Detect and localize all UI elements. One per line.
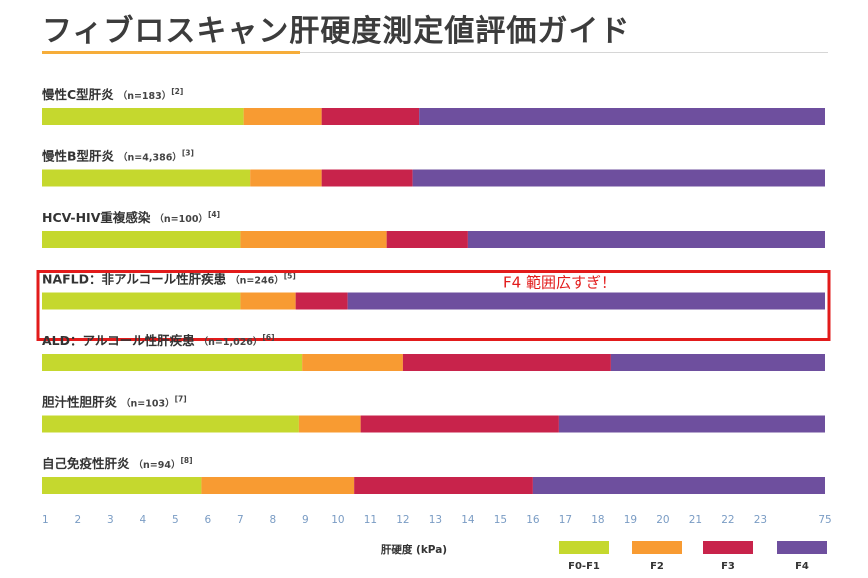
legend-swatch-f0-f1: [559, 541, 609, 554]
axis-tick-label: 15: [494, 514, 507, 526]
bar-segment-f3: [360, 415, 559, 433]
row-label-name: 胆汁性胆肝炎: [42, 395, 118, 410]
page-title: フィブロスキャン肝硬度測定値評価ガイド: [42, 14, 631, 49]
bar-segment-f2: [201, 477, 355, 494]
row-label: HCV-HIV重複感染 （n=100）[4]: [42, 210, 220, 225]
legend-label: F3: [721, 561, 735, 572]
bar-segment-f3: [402, 354, 611, 371]
row-reference: [6]: [262, 333, 274, 342]
bar-segment-f2: [240, 231, 387, 248]
bar-segment-f0-f1: [42, 415, 299, 433]
bar-segment-f2: [302, 354, 403, 371]
row-reference: [8]: [180, 456, 192, 465]
legend-swatch-f4: [777, 541, 827, 554]
bar-segment-f3: [386, 231, 468, 248]
legend-label: F4: [795, 561, 809, 572]
axis-tick-label: 14: [461, 514, 475, 526]
axis-tick-label: 1: [42, 514, 49, 526]
row-label: NAFLD：非アルコール性肝疾患 （n=246）[5]: [42, 272, 296, 287]
bar-segment-f2: [240, 292, 296, 310]
legend-label: F0-F1: [568, 561, 600, 572]
bar-segment-f0-f1: [42, 354, 303, 371]
axis-tick-label: 6: [205, 514, 212, 526]
axis-tick-label: 5: [172, 514, 179, 526]
bar-segment-f4: [419, 108, 825, 125]
row-reference: [3]: [182, 149, 194, 158]
legend-swatch-f3: [703, 541, 753, 554]
axis-tick-label: 4: [140, 514, 147, 526]
row-label-name: NAFLD：非アルコール性肝疾患: [42, 272, 227, 287]
axis-tick-label: 3: [107, 514, 114, 526]
callout-text: F4 範囲広すぎ！: [503, 274, 616, 292]
bar-segment-f0-f1: [42, 108, 244, 125]
axis-tick-label: 22: [721, 514, 734, 526]
row-sample-size: （n=100）: [154, 213, 208, 225]
axis-tick-label: 2: [75, 514, 82, 526]
axis-tick-label: 12: [396, 514, 409, 526]
row-label: 自己免疫性肝炎 （n=94）[8]: [42, 456, 193, 471]
row-reference: [4]: [208, 210, 220, 219]
bar-segment-f4: [467, 231, 825, 248]
row-label-name: 慢性B型肝炎: [42, 149, 115, 164]
bar-segment-f0-f1: [42, 169, 251, 187]
axis-tick-label: 16: [526, 514, 540, 526]
bar-segment-f4: [412, 169, 825, 187]
row-sample-size: （n=1,026）: [199, 336, 263, 348]
bar-segment-f2: [243, 108, 322, 125]
bar-segment-f0-f1: [42, 292, 241, 310]
row-sample-size: （n=246）: [230, 275, 284, 287]
axis-tick-label: 9: [302, 514, 309, 526]
row-sample-size: （n=183）: [118, 90, 172, 102]
row-sample-size: （n=103）: [121, 398, 175, 410]
axis-tick-label: 7: [237, 514, 244, 526]
bar-segment-f2: [250, 169, 322, 187]
row-sample-size: （n=4,386）: [118, 152, 182, 164]
axis-tick-label: 75: [818, 514, 831, 526]
title-accent-bar: [42, 51, 300, 54]
row-label: 慢性C型肝炎 （n=183）[2]: [42, 87, 183, 102]
axis-tick-label: 18: [591, 514, 604, 526]
axis-tick-label: 11: [364, 514, 377, 526]
bar-segment-f4: [347, 292, 825, 310]
row-reference: [5]: [284, 272, 296, 281]
row-label-name: ALD：アルコール性肝疾患: [42, 333, 195, 348]
row-label-name: 自己免疫性肝炎: [42, 456, 130, 471]
row-label-name: HCV-HIV重複感染: [42, 210, 151, 225]
title-underline: [42, 52, 828, 53]
bar-segment-f3: [354, 477, 533, 494]
row-label-name: 慢性C型肝炎: [42, 87, 114, 102]
axis-tick-label: 20: [656, 514, 669, 526]
bar-segment-f3: [321, 169, 413, 187]
bar-segment-f4: [532, 477, 825, 494]
row-label: ALD：アルコール性肝疾患 （n=1,026）[6]: [42, 333, 275, 348]
bar-segment-f0-f1: [42, 477, 202, 494]
axis-tick-label: 19: [624, 514, 637, 526]
axis-tick-label: 8: [270, 514, 277, 526]
axis-tick-label: 17: [559, 514, 572, 526]
bar-segment-f3: [295, 292, 348, 310]
bar-segment-f3: [321, 108, 420, 125]
row-reference: [7]: [175, 395, 187, 404]
bar-segment-f2: [298, 415, 361, 433]
axis-tick-label: 21: [689, 514, 702, 526]
highlight-box: [36, 270, 831, 341]
bar-segment-f0-f1: [42, 231, 241, 248]
legend-swatch-f2: [632, 541, 682, 554]
axis-tick-label: 10: [331, 514, 344, 526]
axis-tick-label: 13: [429, 514, 442, 526]
axis-tick-label: 23: [754, 514, 767, 526]
bar-segment-f4: [558, 415, 825, 433]
bar-segment-f4: [610, 354, 825, 371]
legend-label: F2: [650, 561, 664, 572]
row-label: 胆汁性胆肝炎 （n=103）[7]: [42, 395, 187, 410]
row-label: 慢性B型肝炎 （n=4,386）[3]: [42, 149, 194, 164]
row-reference: [2]: [171, 87, 183, 96]
x-axis-title: 肝硬度 (kPa): [381, 543, 447, 556]
row-sample-size: （n=94）: [134, 459, 181, 471]
